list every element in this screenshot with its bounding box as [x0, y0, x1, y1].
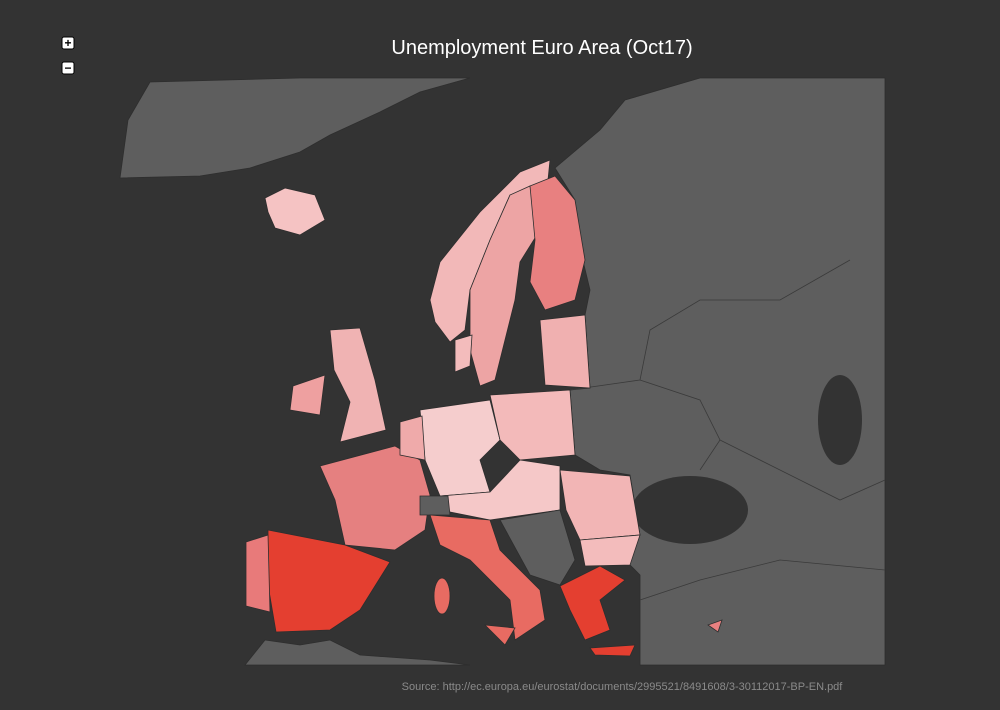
zoom-in-button[interactable]: + [61, 36, 75, 50]
greenland [119, 77, 471, 179]
zoom-out-box[interactable] [61, 61, 75, 75]
benelux [399, 415, 426, 461]
border [719, 439, 886, 501]
baltics [539, 314, 591, 389]
zoom-out-button[interactable]: − [61, 61, 75, 75]
ireland [289, 374, 326, 416]
germany [419, 399, 501, 497]
switzerland [419, 495, 451, 516]
crete [589, 644, 636, 657]
greece [559, 565, 626, 641]
sardinia [433, 577, 451, 615]
balkans [499, 509, 576, 586]
map-title: Unemployment Euro Area (Oct17) [391, 37, 692, 59]
border [639, 559, 886, 601]
denmark [454, 334, 473, 373]
cyprus [707, 619, 723, 633]
italy [429, 514, 546, 641]
border [639, 259, 851, 381]
border [569, 379, 721, 471]
zoom-in-label[interactable]: + [64, 36, 71, 50]
iceland [264, 187, 326, 236]
bulgaria [579, 534, 641, 567]
sicily [483, 624, 516, 646]
poland [489, 389, 576, 461]
portugal [245, 534, 271, 613]
zoom-in-box[interactable] [61, 36, 75, 50]
caspian-sea [818, 375, 862, 465]
finland [529, 175, 586, 311]
black-sea [632, 476, 748, 544]
zoom-out-label[interactable]: − [64, 61, 71, 75]
sweden [469, 185, 541, 387]
united-kingdom [329, 327, 387, 443]
source-note: Source: http://ec.europa.eu/eurostat/doc… [402, 681, 844, 693]
southwest-land [244, 639, 471, 666]
central-europe [439, 459, 561, 521]
